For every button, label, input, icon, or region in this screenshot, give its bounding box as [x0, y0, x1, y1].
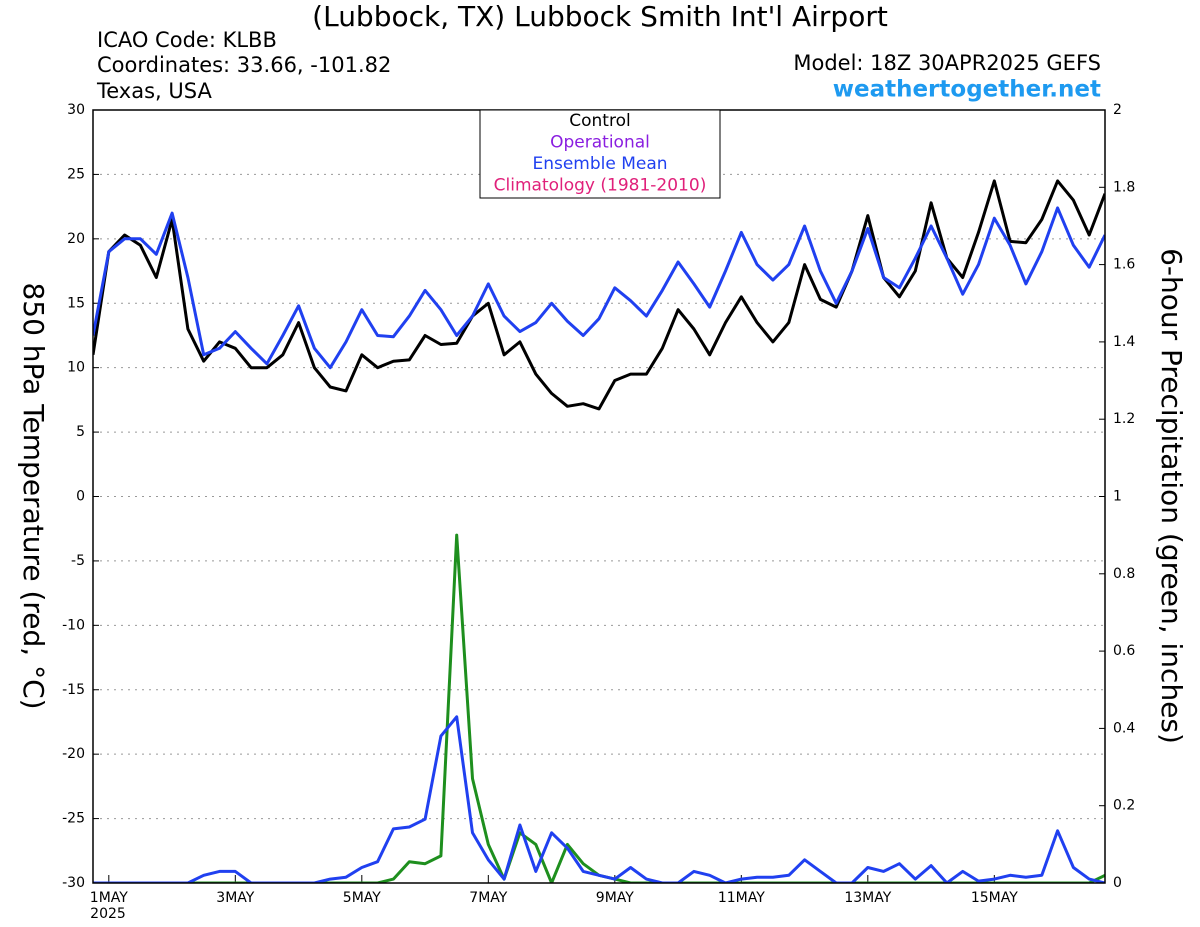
y2-tick-label: 1.6 [1113, 257, 1135, 273]
x-tick-label: 5MAY [343, 890, 381, 906]
legend-entry: Operational [550, 133, 650, 153]
plot-lines [93, 179, 1105, 883]
y-tick-label: 10 [67, 360, 85, 376]
site: weathertogether.net [833, 77, 1101, 103]
y2-tick-label: 2 [1113, 102, 1122, 118]
info: Coordinates: 33.66, -101.82 [97, 53, 391, 77]
y-tick-label: -20 [62, 746, 85, 762]
x-tick-label: 15MAY [971, 890, 1018, 906]
y-tick-label: -25 [62, 811, 85, 827]
legend-box [479, 109, 721, 199]
y-tick-label: -5 [71, 553, 85, 569]
y-tick-label: 30 [67, 102, 85, 118]
year-label: 2025 [90, 906, 126, 922]
info: Texas, USA [96, 79, 212, 103]
y2-tick-label: 1.4 [1113, 334, 1135, 350]
x-tick-label: 7MAY [469, 890, 507, 906]
y2-tick-label: 1.2 [1113, 411, 1135, 427]
y-tick-label: 15 [67, 295, 85, 311]
x-tick-label: 9MAY [596, 890, 634, 906]
legend-entry: Climatology (1981-2010) [494, 176, 707, 196]
series-line [93, 206, 1105, 370]
y-tick-label: 20 [67, 231, 85, 247]
y-tick-label: 5 [76, 424, 85, 440]
series-line [93, 715, 1105, 883]
model: Model: 18Z 30APR2025 GEFS [793, 51, 1101, 75]
legend-entry: Control [569, 111, 630, 131]
y2-tick-label: 0.2 [1113, 798, 1135, 814]
x-tick-label: 11MAY [718, 890, 765, 906]
chart-title: (Lubbock, TX) Lubbock Smith Int'l Airpor… [312, 0, 888, 33]
y2-axis-label: 6-hour Precipitation (green, inches) [1155, 248, 1188, 744]
y-axis-label: 850 hPa Temperature (red, °C) [17, 282, 50, 709]
y2-tick-label: 0.4 [1113, 720, 1135, 736]
series-line [93, 179, 1105, 411]
y-tick-label: 25 [67, 166, 85, 182]
y2-tick-label: 0 [1113, 875, 1122, 891]
y2-tick-label: 0.6 [1113, 643, 1135, 659]
y-tick-label: -10 [62, 617, 85, 633]
y2-tick-label: 1.8 [1113, 179, 1135, 195]
y2-tick-label: 0.8 [1113, 566, 1135, 582]
x-tick-label: 1MAY [90, 890, 128, 906]
y-tick-label: 0 [76, 489, 85, 505]
info: ICAO Code: KLBB [97, 28, 277, 52]
y2-tick-label: 1 [1113, 489, 1122, 505]
y-tick-label: -15 [62, 682, 85, 698]
x-tick-label: 3MAY [216, 890, 254, 906]
legend-entry: Ensemble Mean [532, 154, 667, 174]
y-tick-label: -30 [62, 875, 85, 891]
x-tick-label: 13MAY [844, 890, 891, 906]
